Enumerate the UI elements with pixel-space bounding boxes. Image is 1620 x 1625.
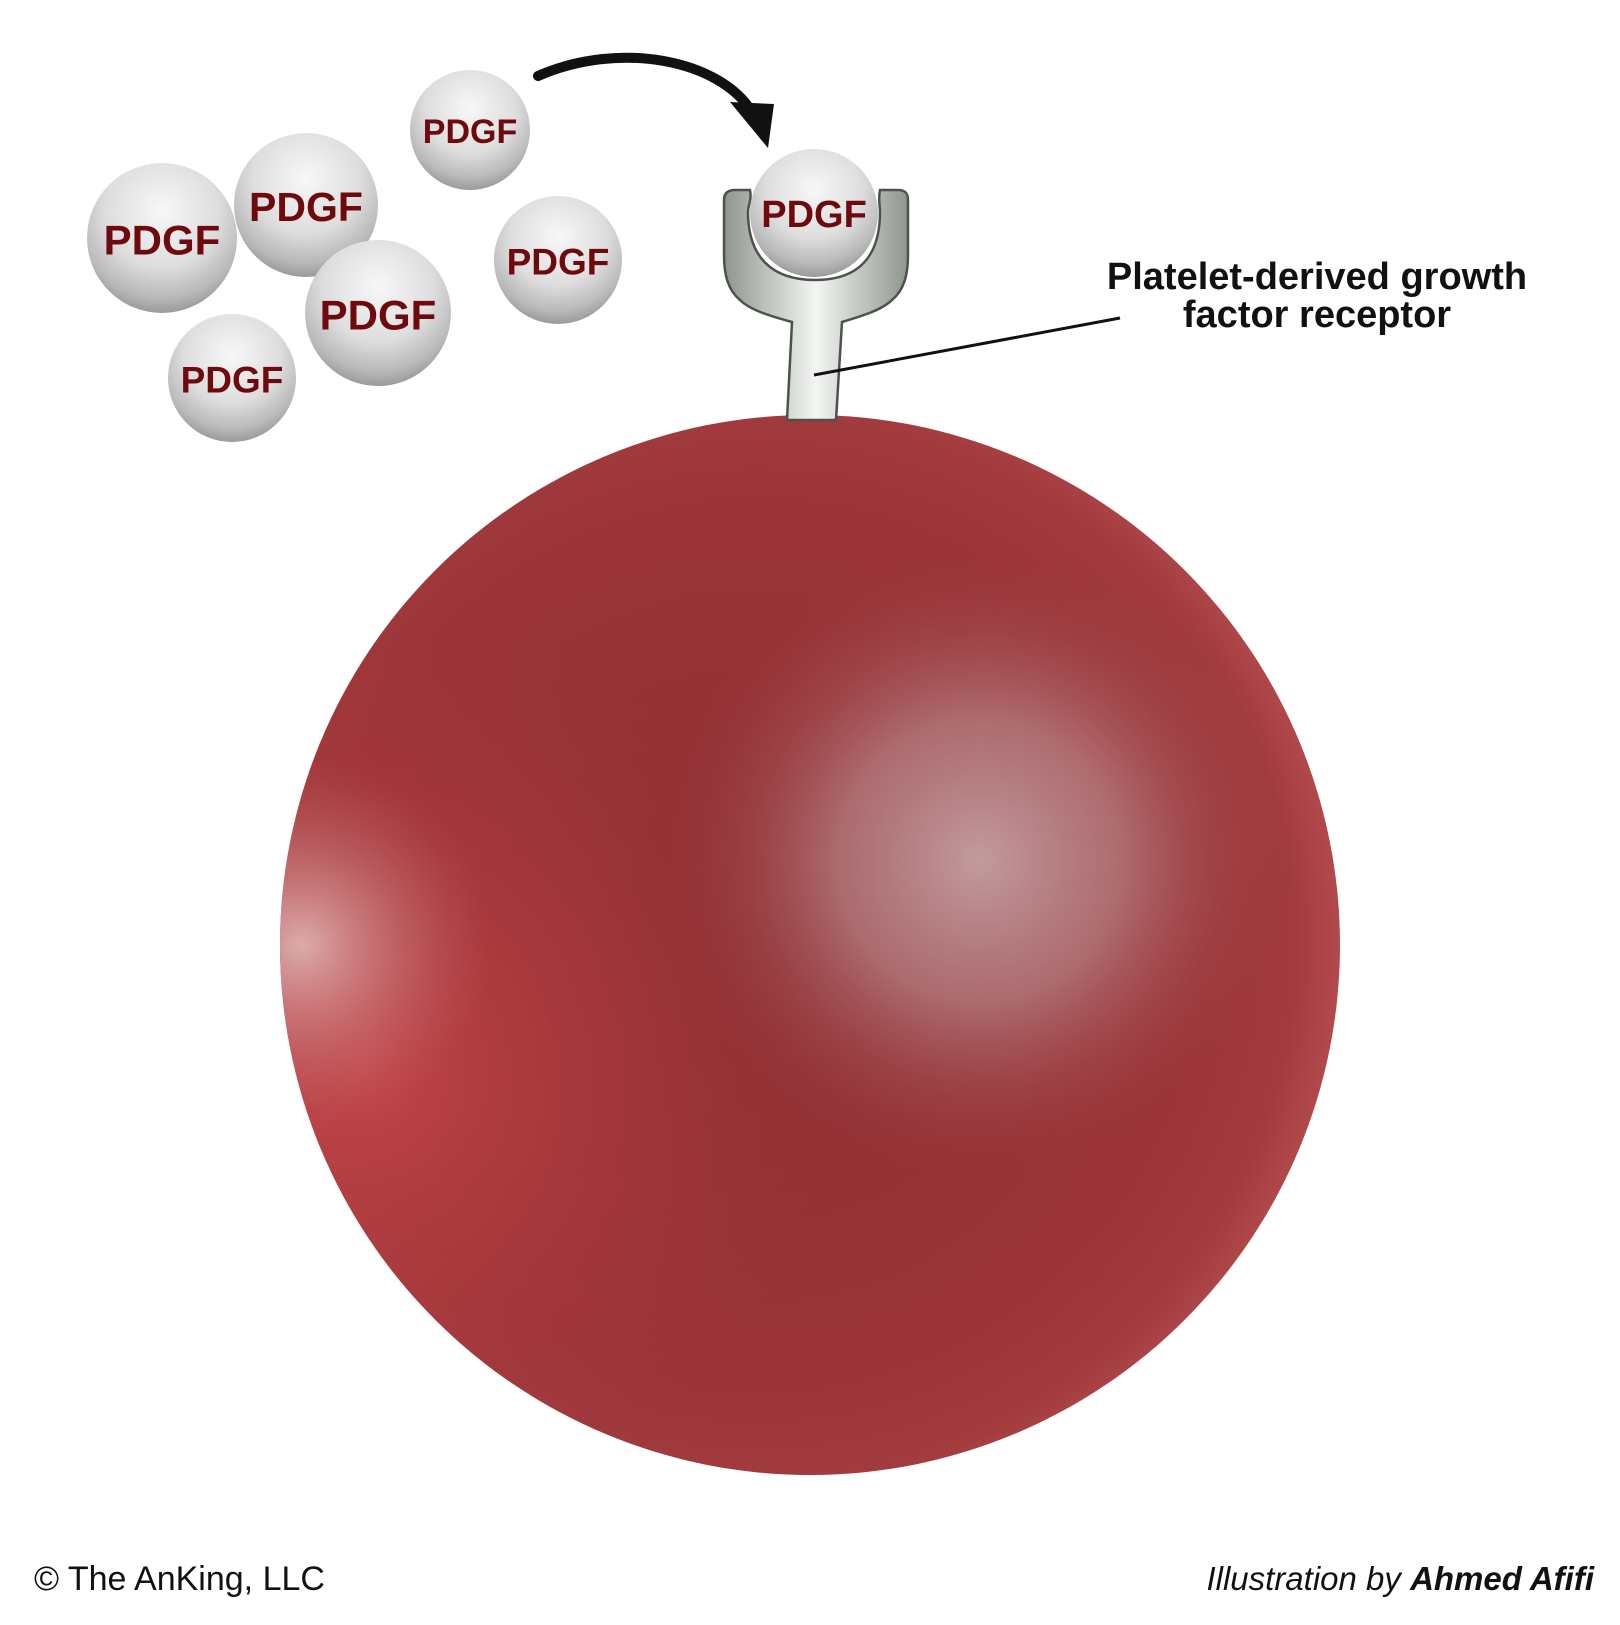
- pdgf-cluster: PDGF PDGF PDGF PDGF PDGF PDGF: [87, 70, 622, 442]
- cell-highlight: [280, 415, 1340, 1475]
- pdgf-ball: [234, 133, 378, 277]
- pdgf-label: PDGF: [507, 242, 610, 283]
- pdgf-molecule: PDGF: [168, 314, 296, 442]
- pdgf-molecule: PDGF: [234, 133, 378, 277]
- receptor-label-line2: factor receptor: [1183, 294, 1451, 336]
- pdgf-molecule: PDGF: [410, 70, 530, 190]
- arrow-shaft: [533, 52, 757, 117]
- pdgf-molecule: PDGF: [494, 196, 622, 324]
- pdgf-ball-bound: [750, 149, 878, 277]
- pdgf-label: PDGF: [320, 292, 437, 339]
- receptor-label: Platelet-derived growth factor receptor: [1107, 256, 1527, 336]
- pdgf-label: PDGF: [761, 194, 867, 236]
- pdgf-ball: [494, 196, 622, 324]
- curved-arrow-icon: [533, 52, 774, 148]
- pdgf-label: PDGF: [249, 184, 363, 230]
- receptor-shape: [722, 188, 910, 422]
- pdgf-bound: PDGF: [750, 149, 878, 277]
- pdgf-label: PDGF: [181, 360, 284, 401]
- receptor-label-line1: Platelet-derived growth: [1107, 256, 1527, 298]
- pdgf-molecule: PDGF: [87, 163, 237, 313]
- pdgf-label: PDGF: [104, 217, 221, 264]
- credit-prefix: Illustration by: [1206, 1560, 1411, 1597]
- pdgf-ball: [305, 240, 451, 386]
- pdgf-label: PDGF: [423, 113, 517, 151]
- cell: [280, 415, 1340, 1475]
- credit-author: Ahmed Afifi: [1410, 1560, 1594, 1597]
- pdgf-ball: [168, 314, 296, 442]
- pdgf-receptor: [722, 188, 910, 422]
- pdgf-ball: [410, 70, 530, 190]
- pdgf-ball: [87, 163, 237, 313]
- leader-line: [813, 316, 1121, 377]
- pdgf-molecule: PDGF: [305, 240, 451, 386]
- arrow-head: [730, 102, 774, 148]
- illustration-credit: Illustration by Ahmed Afifi: [1206, 1560, 1594, 1598]
- copyright-text: © The AnKing, LLC: [34, 1560, 325, 1598]
